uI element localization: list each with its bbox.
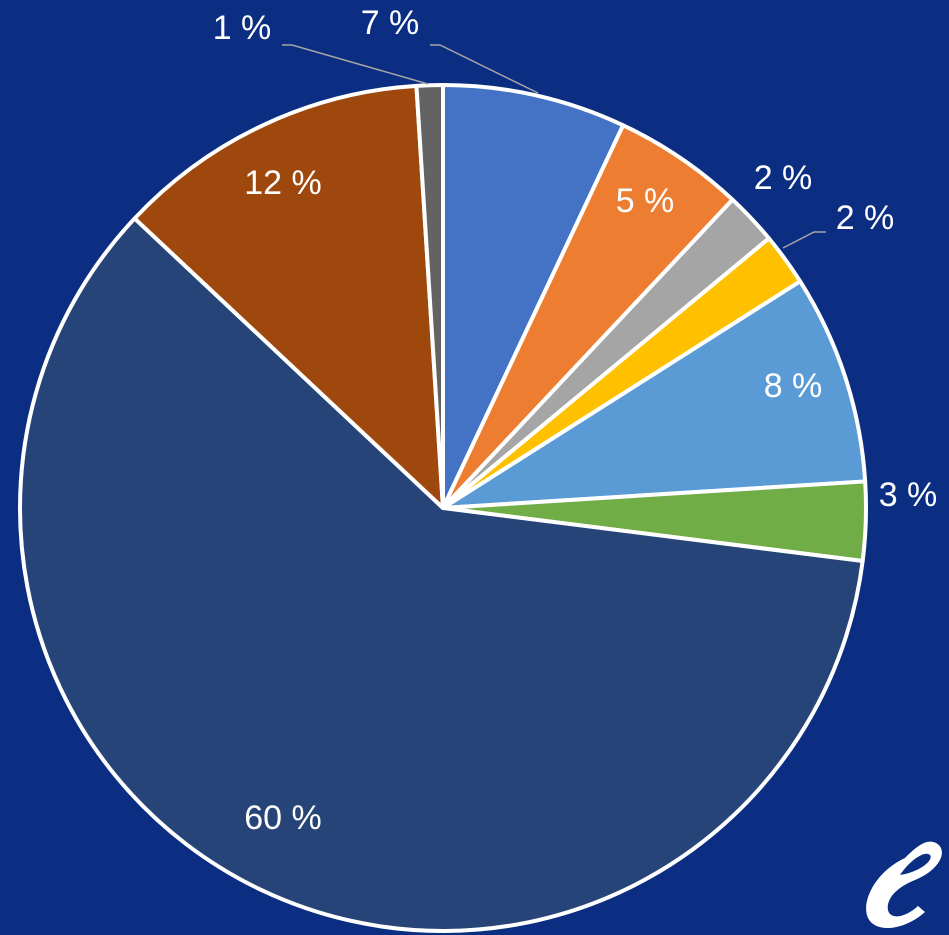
data-labels: 7 % 5 % 2 % 2 % 8 % 3 % 60 % 12 % 1 % (213, 4, 938, 837)
data-label: 7 % (361, 4, 420, 42)
pie-slice (441, 83, 626, 510)
data-label: 1 % (213, 9, 272, 47)
logo (866, 841, 942, 929)
data-label: 12 % (244, 164, 322, 202)
leader-line (430, 44, 539, 94)
data-label: 3 % (879, 476, 938, 514)
data-label: 60 % (244, 799, 322, 837)
leader-lines (282, 44, 826, 249)
pie-slice (414, 83, 445, 510)
data-label: 2 % (836, 199, 895, 237)
data-label: 2 % (754, 159, 813, 197)
pie-slice (441, 279, 868, 510)
leader-line (282, 44, 429, 85)
data-label: 5 % (616, 182, 675, 220)
data-label: 8 % (764, 367, 823, 405)
pie-slice (18, 216, 865, 934)
pie-slice (132, 83, 445, 510)
leader-line (782, 231, 826, 249)
pie (18, 83, 868, 934)
